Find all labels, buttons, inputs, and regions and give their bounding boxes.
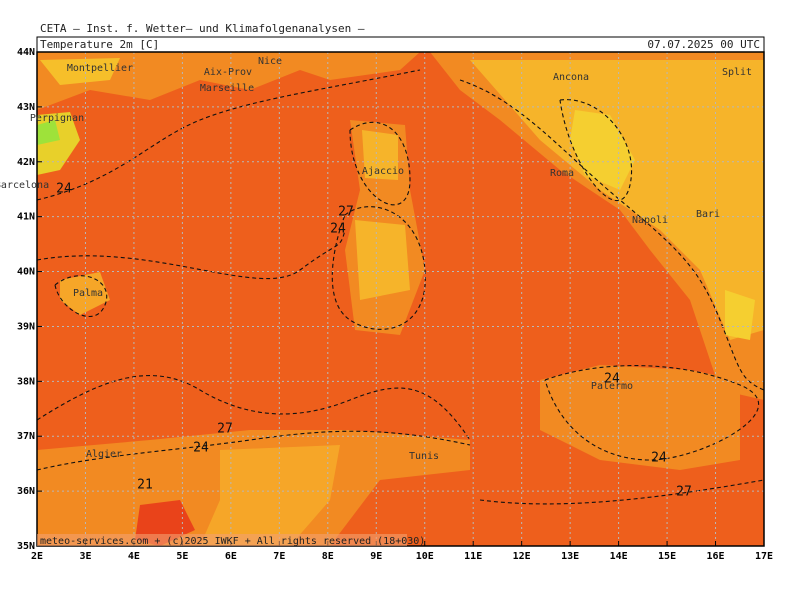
city-label: Ancona — [553, 72, 589, 83]
field-atlas — [200, 445, 340, 546]
source-title: CETA – Inst. f. Wetter– und Klimafolgena… — [40, 22, 365, 35]
city-label: Ajaccio — [362, 166, 404, 177]
lon-label: 8E — [322, 551, 334, 562]
city-label: Barcelona — [0, 180, 49, 191]
city-label: Aix-Prov — [204, 67, 252, 78]
lon-label: 10E — [416, 551, 434, 562]
contour-label: 21 — [137, 478, 153, 493]
contour-label: 24 — [604, 372, 620, 387]
lon-label: 16E — [707, 551, 725, 562]
contour-label: 27 — [676, 485, 692, 500]
lon-label: 12E — [513, 551, 531, 562]
graticule — [36, 51, 765, 547]
city-label: Perpignan — [30, 113, 84, 124]
lon-label: 4E — [128, 551, 140, 562]
footer-bg — [37, 534, 407, 546]
city-label: Palermo — [591, 381, 633, 392]
field-cool — [37, 120, 60, 145]
city-label: Algier — [86, 449, 122, 460]
field-south-france — [37, 52, 420, 110]
valid-time: 07.07.2025 00 UTC — [647, 38, 760, 51]
map-field — [37, 52, 764, 546]
lat-label: 40N — [17, 267, 35, 278]
lat-label: 42N — [17, 157, 35, 168]
lon-label: 5E — [176, 551, 188, 562]
lon-label: 17E — [755, 551, 773, 562]
field-islands — [355, 130, 410, 300]
lat-label: 37N — [17, 431, 35, 442]
contour-label: 24 — [193, 441, 209, 456]
lon-label: 3E — [79, 551, 91, 562]
city-label: Montpellier — [67, 63, 133, 74]
contour-label: 24 — [56, 182, 72, 197]
contour-label: 24 — [651, 451, 667, 466]
field-sicily — [540, 365, 740, 470]
lat-label: 35N — [17, 541, 35, 552]
lat-label: 38N — [17, 376, 35, 387]
contour-label: 27 — [338, 205, 354, 220]
lat-label: 43N — [17, 102, 35, 113]
lat-label: 36N — [17, 486, 35, 497]
lon-label: 2E — [31, 551, 43, 562]
contours — [37, 69, 764, 505]
lon-label: 13E — [561, 551, 579, 562]
city-label: Split — [722, 67, 752, 78]
lon-label: 14E — [610, 551, 628, 562]
field-apennines — [470, 60, 764, 340]
lon-label: 15E — [658, 551, 676, 562]
city-label: Palma — [73, 288, 103, 299]
lon-label: 9E — [370, 551, 382, 562]
city-label: Bari — [696, 209, 720, 220]
city-label: Napoli — [632, 215, 668, 226]
lat-label: 41N — [17, 212, 35, 223]
field-calabria — [725, 290, 755, 340]
city-label: Roma — [550, 168, 574, 179]
contour-label: 24 — [330, 222, 346, 237]
lat-label: 44N — [17, 47, 35, 58]
lon-label: 6E — [225, 551, 237, 562]
contour-label: 27 — [217, 422, 233, 437]
city-label: Marseille — [200, 83, 254, 94]
lon-label: 11E — [464, 551, 482, 562]
lat-label: 39N — [17, 321, 35, 332]
lon-label: 7E — [273, 551, 285, 562]
variable-label: Temperature 2m [C] — [40, 38, 159, 51]
field-warm — [40, 58, 120, 85]
city-label: Tunis — [409, 451, 439, 462]
city-label: Nice — [258, 56, 282, 67]
footer-credit: meteo-services.com + (c)2025 IWKF + All … — [40, 536, 425, 547]
